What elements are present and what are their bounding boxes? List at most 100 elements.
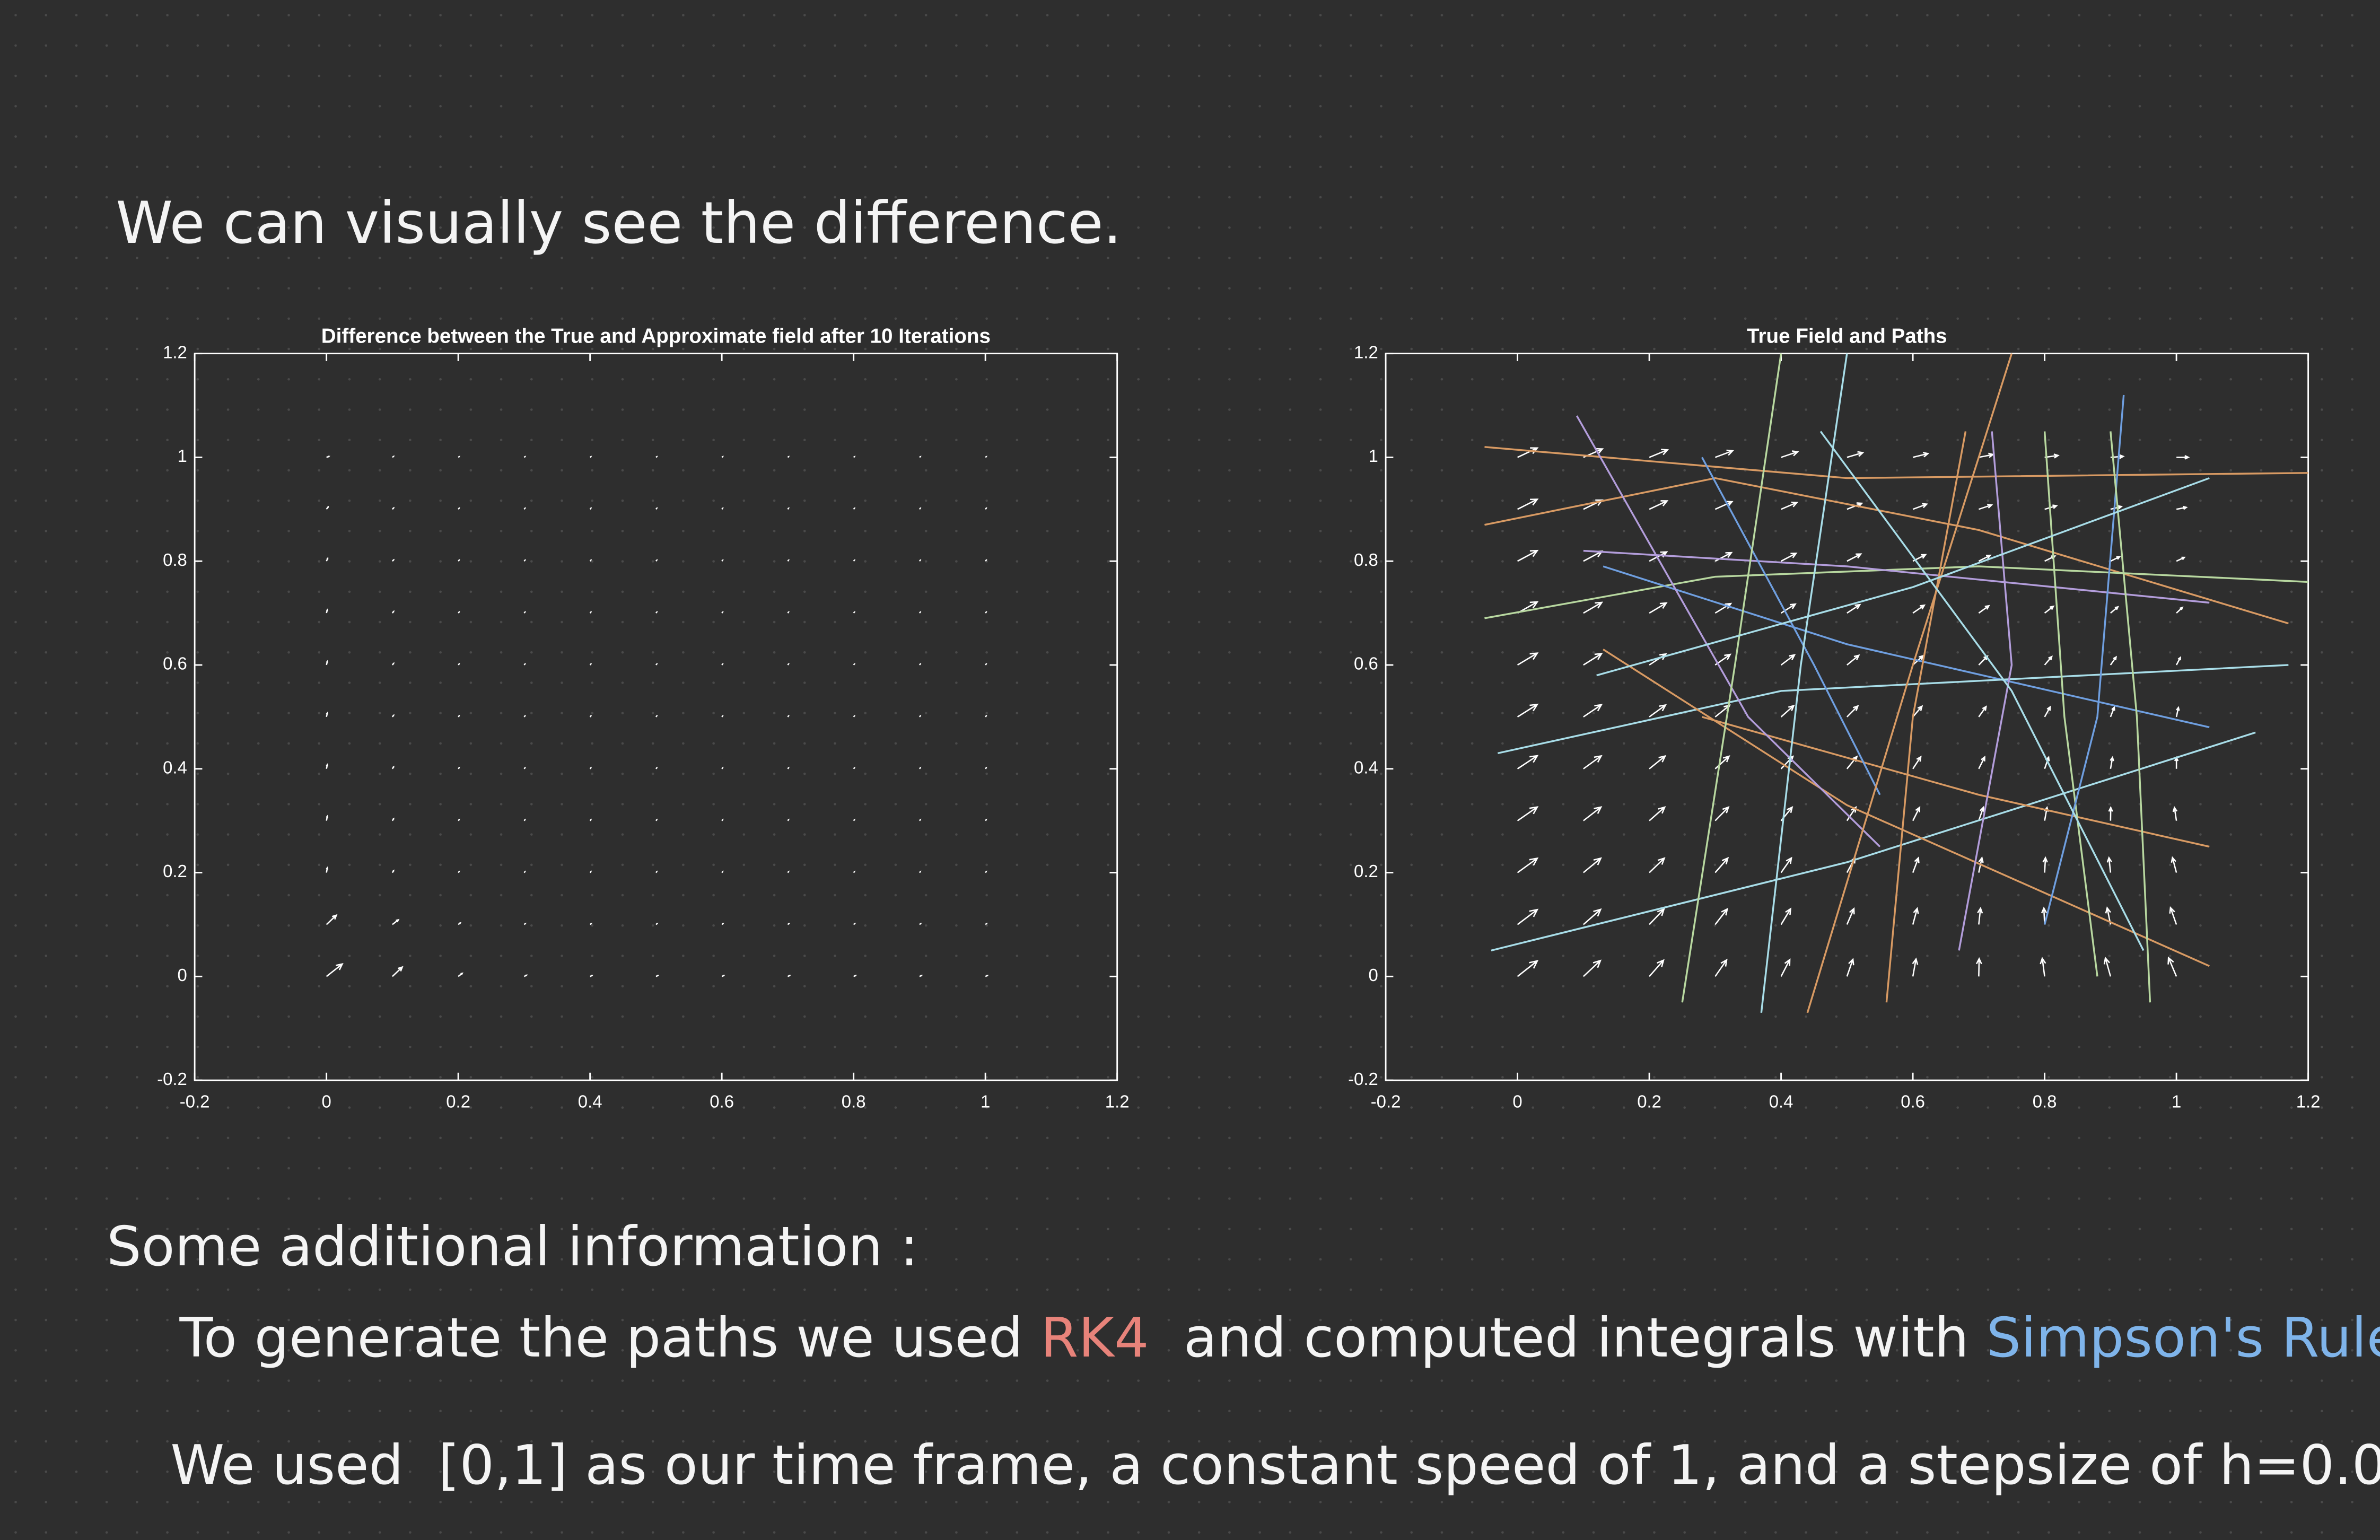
y-tick-label: 1.2 [1354,342,1378,362]
y-tick-label: 0.4 [1354,757,1378,777]
arrow [1781,450,1799,458]
arrow [1714,449,1734,458]
arrow [2110,756,2114,769]
arrow [2042,856,2048,873]
arrow [2175,706,2180,718]
arrow [458,972,463,977]
arrow [1846,958,1854,977]
arrow [589,870,592,873]
arrow [919,975,923,977]
arrow [2110,655,2117,666]
arrow [392,966,404,977]
arrow [655,611,658,614]
arrow [1714,755,1730,769]
arrow [458,870,460,873]
x-tick-label: 0.4 [578,1092,602,1112]
arrow [1847,603,1861,614]
arrow [392,918,400,925]
arrow [1583,806,1603,821]
arrow [2176,606,2184,614]
arrow [655,870,658,873]
arrow [1846,705,1859,718]
arrow [326,914,338,925]
arrow [589,714,592,718]
highlighted-term: RK4 [1040,1306,1149,1370]
x-tick-label: 0.8 [842,1092,866,1112]
arrow [1517,960,1539,977]
y-tick-label: 1 [1368,446,1378,466]
arrow [1846,907,1855,925]
x-tick-label: 0.2 [1637,1092,1661,1112]
heading: We can visually see the difference. [116,189,1122,257]
arrow [2044,605,2055,614]
arrow [1912,604,1926,614]
arrow [1714,501,1734,510]
arrow [391,506,395,510]
arrow [1780,603,1797,614]
arrow [458,922,462,925]
arrow [1583,755,1603,769]
arrow [326,456,330,458]
arrow [985,766,987,769]
arrow [589,818,592,821]
highlighted-term: Simpson's Rule [1987,1306,2380,1370]
arrow [1781,501,1799,510]
arrow [2044,655,2053,666]
arrow [985,559,987,562]
arrow [326,763,329,769]
arrow [1912,806,1921,821]
path-curve [1885,431,1967,1003]
arrow [590,975,594,977]
path-curve [1701,457,1881,795]
arrow [1977,906,1983,925]
x-tick-label: 0.2 [446,1092,470,1112]
arrow [589,611,592,614]
x-tick-label: 1.2 [1105,1092,1130,1112]
arrow [1978,503,1993,510]
arrow [853,975,858,977]
arrow [1912,957,1919,977]
arrow [2110,556,2121,562]
arrow [1780,958,1791,977]
y-tick-label: -0.2 [157,1069,187,1089]
arrow [919,922,922,925]
arrow [1975,957,1982,977]
arrow [2044,705,2051,718]
arrow [1649,857,1666,873]
arrow [655,975,660,977]
path-curve [1819,431,2145,951]
y-tick-label: 0 [178,965,187,985]
arrow [458,611,460,614]
arrow [985,507,987,510]
arrow [1714,552,1733,562]
x-tick-label: 0.6 [1901,1092,1925,1112]
arrow [326,608,328,614]
arrow [655,559,658,562]
x-tick-label: 1.2 [2296,1092,2321,1112]
arrow [1912,503,1928,510]
arrow [458,818,460,821]
path-curve [1958,431,2013,951]
x-tick-label: 0.8 [2033,1092,2057,1112]
arrow [2169,906,2177,925]
arrow [1714,806,1730,821]
arrow [1649,653,1667,666]
path-curve [1806,353,2013,1013]
x-tick-label: 0.4 [1769,1092,1793,1112]
path-curve [1576,415,1881,847]
arrow [2176,455,2190,460]
arrow [2171,856,2177,873]
notes-line: We used [0,1] as our time frame, a const… [170,1433,2380,1497]
arrow [2108,806,2113,821]
arrow [458,766,460,769]
path-curve [1603,565,2210,729]
arrow [589,922,593,925]
plot-frame [194,353,1118,1081]
path-curve [2043,431,2098,977]
arrow [1517,652,1539,666]
chart-title: Difference between the True and Approxim… [321,325,991,348]
arrow [1978,655,1989,666]
path-curve [1596,477,2210,677]
arrow [655,766,658,769]
